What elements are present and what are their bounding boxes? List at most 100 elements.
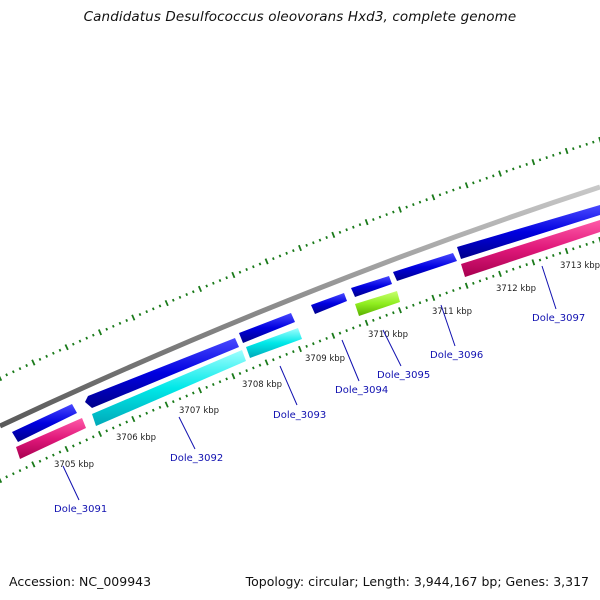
scale-label: 3709 kbp bbox=[305, 354, 345, 364]
gene-arrow-dole-3094[interactable] bbox=[311, 293, 347, 314]
tick-mark bbox=[598, 136, 600, 144]
tick-mark bbox=[392, 311, 395, 315]
tick-mark bbox=[38, 357, 42, 361]
tick-mark bbox=[431, 194, 436, 201]
tick-mark bbox=[464, 182, 469, 189]
tick-mark bbox=[331, 231, 336, 239]
tick-mark bbox=[538, 158, 542, 162]
tick-mark bbox=[352, 326, 355, 330]
scale-labels: 3705 kbp 3706 kbp 3707 kbp 3708 kbp 3709… bbox=[54, 261, 600, 470]
tick-mark bbox=[318, 339, 322, 343]
tick-mark bbox=[392, 210, 395, 214]
tick-mark bbox=[285, 352, 288, 356]
tick-mark bbox=[178, 295, 182, 299]
gene-arrow-dole-3095-forward[interactable] bbox=[351, 276, 392, 297]
tick-mark bbox=[151, 307, 155, 311]
scale-label: 3705 kbp bbox=[54, 460, 94, 470]
leader-line-dole-3093 bbox=[279, 365, 298, 406]
tick-mark bbox=[164, 401, 169, 408]
tick-mark bbox=[18, 469, 22, 473]
tick-mark bbox=[578, 145, 582, 148]
tick-mark bbox=[412, 303, 415, 307]
tick-mark bbox=[138, 313, 142, 317]
gene-bar-dole-3093[interactable] bbox=[246, 328, 302, 358]
tick-mark bbox=[531, 159, 536, 166]
tick-mark bbox=[0, 477, 3, 484]
tick-mark bbox=[131, 314, 136, 321]
tick-mark bbox=[58, 348, 62, 352]
tick-mark bbox=[238, 371, 242, 375]
tick-mark bbox=[405, 306, 408, 310]
tick-mark bbox=[158, 304, 162, 308]
tick-mark bbox=[218, 380, 222, 384]
gene-label-leaders bbox=[62, 265, 557, 501]
gene-label-dole-3092[interactable]: Dole_3092 bbox=[170, 453, 223, 464]
tick-mark bbox=[225, 276, 228, 280]
genome-backbone bbox=[0, 184, 600, 429]
tick-mark bbox=[231, 271, 236, 279]
tick-mark bbox=[252, 366, 255, 370]
tick-mark bbox=[138, 414, 142, 418]
tick-mark bbox=[558, 151, 562, 155]
gene-arrow-dole-3093[interactable] bbox=[239, 313, 295, 343]
tick-mark bbox=[585, 142, 588, 146]
scale-label: 3713 kbp bbox=[560, 261, 600, 271]
tick-mark bbox=[425, 298, 428, 302]
inner-tick-ring bbox=[0, 236, 600, 484]
tick-mark bbox=[278, 355, 282, 359]
gene-label-dole-3095[interactable]: Dole_3095 bbox=[377, 370, 430, 381]
tick-mark bbox=[592, 240, 595, 244]
gene-bar-dole-3092[interactable] bbox=[92, 350, 246, 426]
gene-bar-dole-3091[interactable] bbox=[16, 418, 86, 459]
tick-mark bbox=[538, 258, 542, 262]
tick-mark bbox=[518, 265, 522, 269]
tick-mark bbox=[64, 344, 69, 351]
leader-line-dole-3092 bbox=[178, 416, 196, 450]
tick-mark bbox=[458, 286, 462, 290]
gene-bar-dole-3097[interactable] bbox=[461, 220, 600, 277]
scale-label: 3708 kbp bbox=[242, 380, 282, 390]
tick-mark bbox=[505, 270, 508, 273]
gene-label-dole-3097[interactable]: Dole_3097 bbox=[532, 313, 585, 324]
tick-mark bbox=[245, 369, 248, 373]
tick-mark bbox=[292, 350, 295, 354]
tick-mark bbox=[205, 284, 209, 288]
tick-mark bbox=[258, 363, 262, 367]
tick-mark bbox=[58, 450, 62, 454]
tick-mark bbox=[252, 265, 255, 269]
gene-arrow-dole-3092[interactable] bbox=[85, 338, 239, 408]
tick-mark bbox=[338, 331, 342, 335]
tick-mark bbox=[505, 169, 508, 173]
gene-bar-dole-3095[interactable] bbox=[355, 291, 400, 316]
scale-label: 3712 kbp bbox=[496, 284, 536, 294]
tick-mark bbox=[97, 329, 103, 336]
gene-label-dole-3093[interactable]: Dole_3093 bbox=[273, 410, 326, 421]
gene-arrow-dole-3097-forward[interactable] bbox=[457, 205, 600, 259]
tick-mark bbox=[452, 289, 455, 293]
tick-mark bbox=[578, 245, 582, 249]
tick-mark bbox=[292, 249, 295, 253]
tick-mark bbox=[438, 293, 442, 297]
gene-label-dole-3096[interactable]: Dole_3096 bbox=[430, 350, 483, 361]
tick-mark bbox=[385, 313, 388, 317]
gene-label-dole-3094[interactable]: Dole_3094 bbox=[335, 385, 388, 396]
tick-mark bbox=[398, 206, 402, 213]
tick-mark bbox=[492, 274, 495, 278]
tick-mark bbox=[464, 282, 469, 289]
tick-mark bbox=[298, 244, 302, 252]
tick-mark bbox=[564, 147, 569, 155]
tick-mark bbox=[531, 259, 536, 266]
tick-mark bbox=[38, 459, 42, 463]
tick-mark bbox=[512, 167, 515, 171]
tick-mark bbox=[78, 339, 82, 343]
tick-mark bbox=[558, 251, 562, 255]
gene-label-dole-3091[interactable]: Dole_3091 bbox=[54, 504, 107, 515]
tick-mark bbox=[438, 193, 442, 197]
tick-mark bbox=[125, 318, 129, 322]
tick-mark bbox=[264, 258, 269, 265]
tick-mark bbox=[258, 262, 262, 266]
tick-mark bbox=[572, 247, 575, 251]
outer-tick-ring bbox=[0, 136, 600, 382]
gene-arrow-dole-3091[interactable] bbox=[12, 404, 77, 442]
gene-arrow-dole-3096[interactable] bbox=[393, 253, 457, 281]
